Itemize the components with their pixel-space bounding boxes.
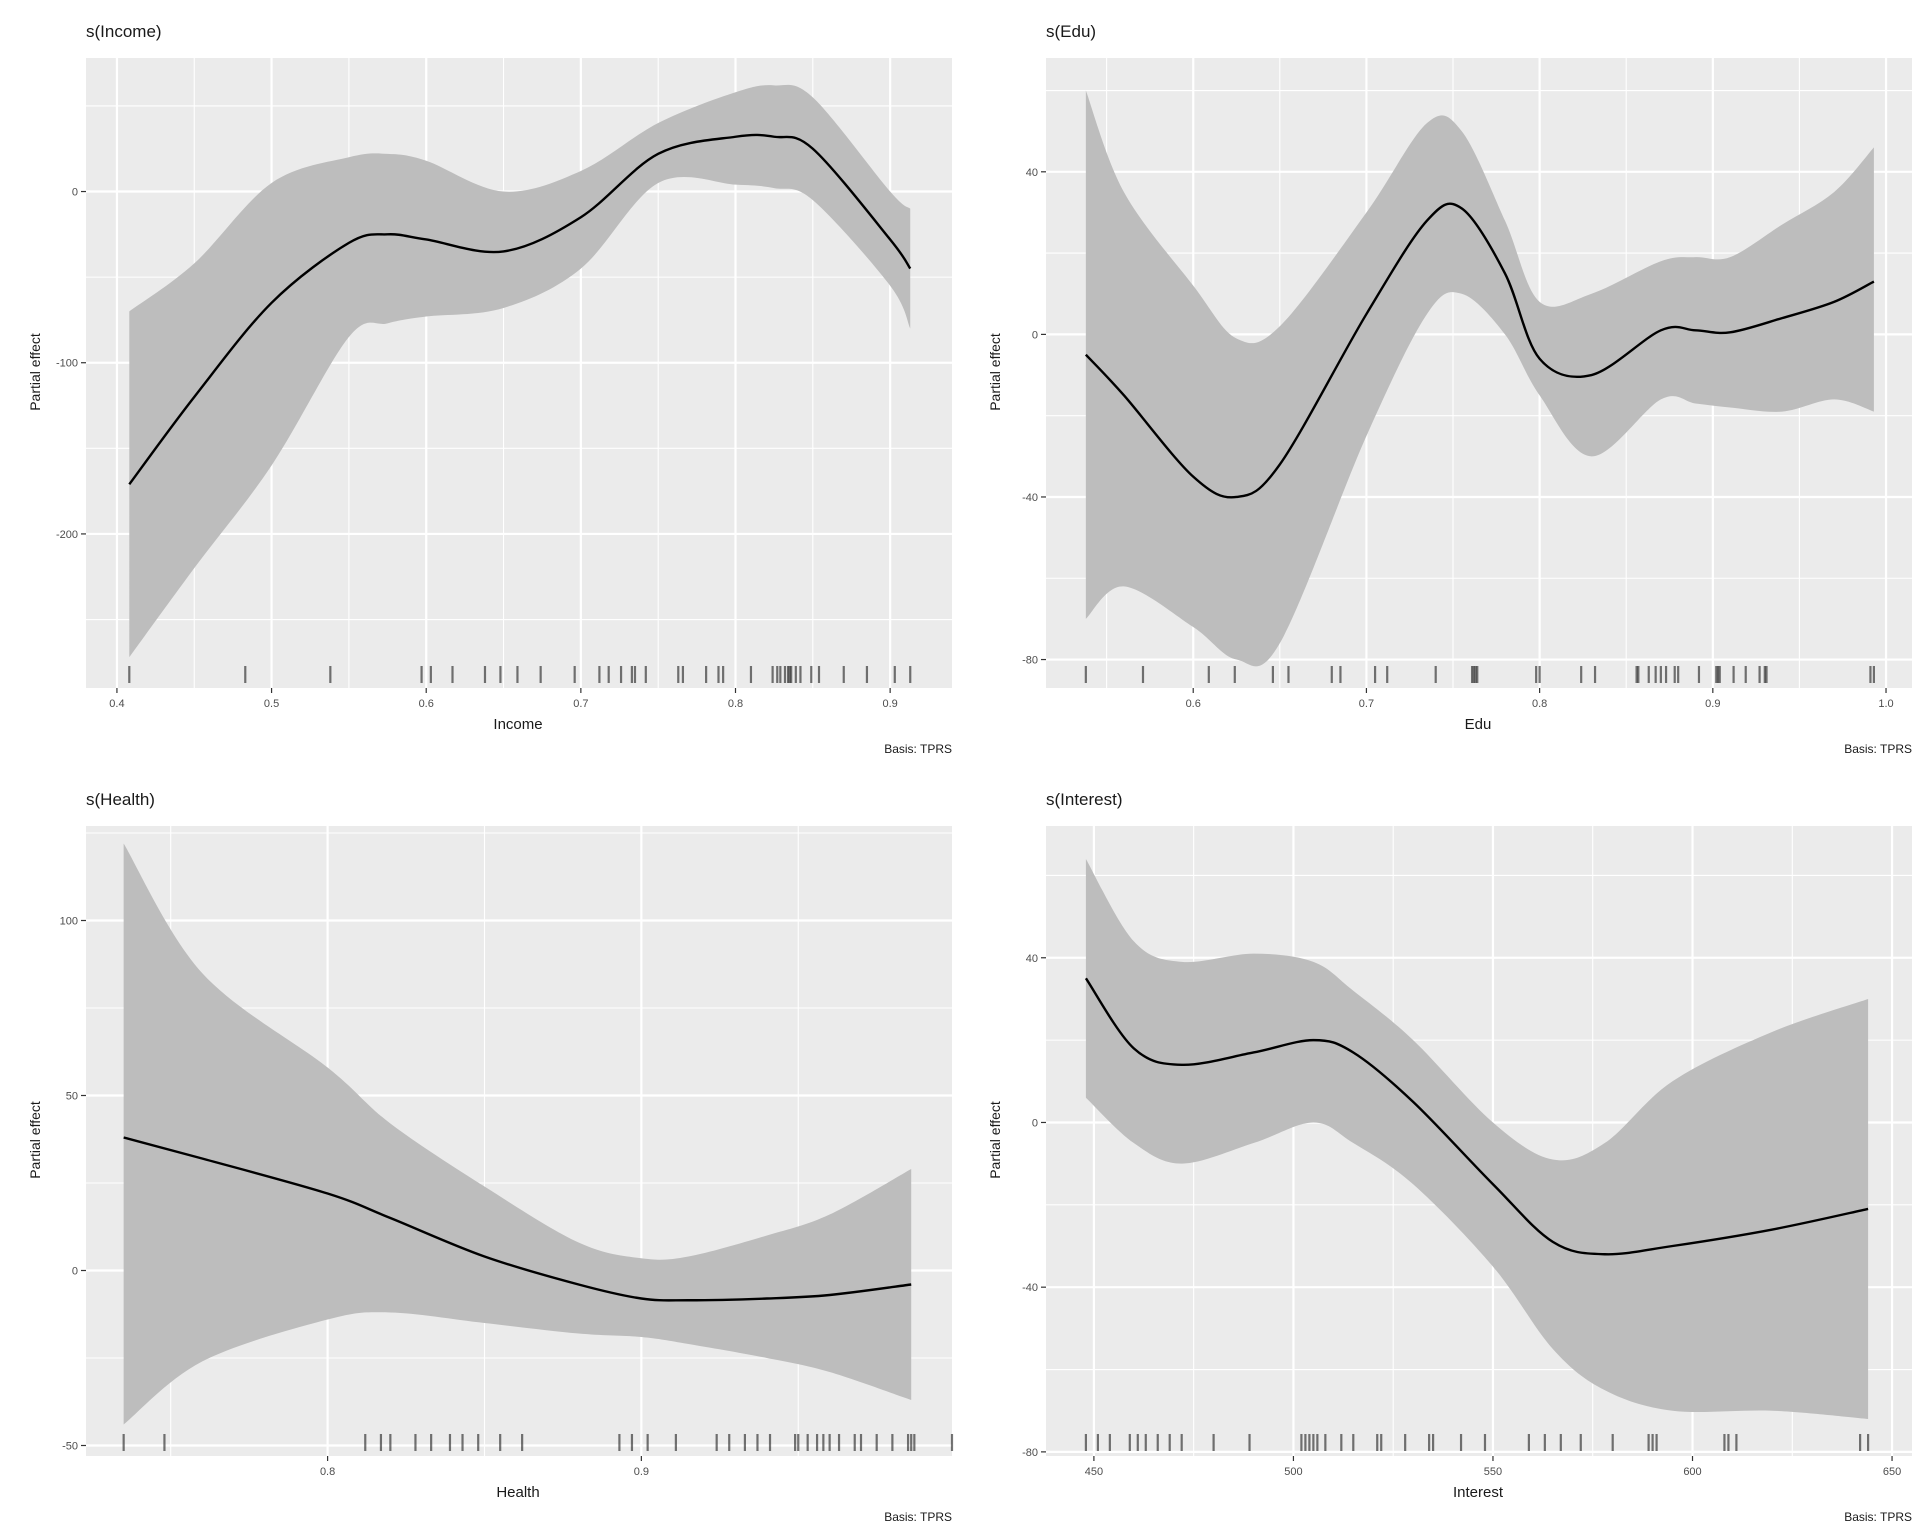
y-axis-label: Partial effect [987, 1101, 1003, 1179]
smooth-fit-line [123, 1136, 912, 1302]
confidence-band [1085, 90, 1874, 667]
interest-smooth-panel: 450 500 550 600 650 -80 -40 0 40 s(Interest) Par… [960, 768, 1920, 1536]
y-tick-label: -80 [1022, 655, 1038, 667]
y-tick-label: 100 [60, 916, 78, 928]
basis-caption: Basis: TPRS [884, 1510, 952, 1524]
x-tick-label: 600 [1683, 1466, 1701, 1478]
x-axis-label: Edu [1464, 716, 1492, 733]
y-tick-label: 0 [72, 1266, 78, 1278]
panel-title: s(Health) [86, 790, 155, 809]
x-tick-label: 0.5 [264, 698, 279, 710]
x-tick-label: 0.8 [728, 698, 743, 710]
y-axis-label: Partial effect [27, 1101, 43, 1179]
y-axis-label: Partial effect [27, 333, 43, 411]
rug [122, 1434, 954, 1451]
edu-plot: 0.6 0.7 0.8 0.9 1.0 -80 -40 0 40 [1022, 58, 1912, 710]
basis-caption: Basis: TPRS [1844, 1510, 1912, 1524]
y-tick-label: 0 [72, 187, 78, 199]
health-smooth-panel: 0.8 0.9 -50 0 50 100 s(Health) Partial effect… [0, 768, 960, 1536]
x-tick-label: 0.7 [1359, 698, 1374, 710]
panel-title: s(Income) [86, 22, 162, 41]
x-tick-label: 0.6 [1186, 698, 1201, 710]
axes: 0.6 0.7 0.8 0.9 1.0 -80 -40 0 40 [1022, 167, 1894, 710]
x-axis-label: Interest [1452, 1484, 1504, 1501]
confidence-band [129, 84, 911, 658]
x-tick-label: 500 [1284, 1466, 1302, 1478]
x-tick-label: 0.9 [882, 698, 897, 710]
edu-smooth-panel: 0.6 0.7 0.8 0.9 1.0 -80 -40 0 40 s(Edu) Partial … [960, 0, 1920, 768]
axes: 450 500 550 600 650 -80 -40 0 40 [1022, 953, 1901, 1478]
y-tick-label: -80 [1022, 1447, 1038, 1459]
rug [128, 666, 912, 683]
x-tick-label: 450 [1085, 1466, 1103, 1478]
x-tick-label: 0.9 [634, 1466, 649, 1478]
y-tick-label: 0 [1032, 1117, 1038, 1129]
x-tick-label: 550 [1484, 1466, 1502, 1478]
basis-caption: Basis: TPRS [1844, 742, 1912, 756]
axes: 0.4 0.5 0.6 0.7 0.8 0.9 -200 -100 0 [56, 187, 898, 710]
x-tick-label: 0.6 [419, 698, 434, 710]
panel-title: s(Interest) [1046, 790, 1123, 809]
rug [1084, 1434, 1870, 1451]
confidence-band [123, 843, 912, 1425]
y-tick-label: -40 [1022, 492, 1038, 504]
y-tick-label: 40 [1026, 953, 1038, 965]
health-plot: 0.8 0.9 -50 0 50 100 [60, 826, 954, 1479]
y-tick-label: 50 [66, 1091, 78, 1103]
panel-title: s(Edu) [1046, 22, 1097, 41]
y-tick-label: 0 [1032, 329, 1038, 341]
x-tick-label: 0.7 [573, 698, 588, 710]
income-plot: 0.4 0.5 0.6 0.7 0.8 0.9 -200 -100 0 [56, 58, 952, 710]
confidence-band [1085, 858, 1869, 1419]
x-tick-label: 0.8 [1532, 698, 1547, 710]
axes: 0.8 0.9 -50 0 50 100 [60, 916, 649, 1479]
smooth-fit-line [1084, 977, 1869, 1256]
basis-caption: Basis: TPRS [884, 742, 952, 756]
x-tick-label: 650 [1883, 1466, 1901, 1478]
y-tick-label: 40 [1026, 167, 1038, 179]
y-tick-label: -100 [56, 358, 78, 370]
y-tick-label: -40 [1022, 1282, 1038, 1294]
interest-plot: 450 500 550 600 650 -80 -40 0 40 [1022, 826, 1912, 1478]
x-tick-label: 1.0 [1878, 698, 1893, 710]
y-axis-label: Partial effect [987, 333, 1003, 411]
smooth-fit-line [1084, 202, 1875, 499]
x-tick-label: 0.4 [109, 698, 124, 710]
y-tick-label: -200 [56, 529, 78, 541]
smooth-fit-line [128, 133, 912, 485]
x-axis-label: Health [496, 1484, 540, 1501]
x-tick-label: 0.8 [320, 1466, 335, 1478]
x-axis-label: Income [493, 716, 543, 733]
rug [1084, 666, 1875, 683]
x-tick-label: 0.9 [1705, 698, 1720, 710]
y-tick-label: -50 [62, 1441, 78, 1453]
income-smooth-panel: 0.4 0.5 0.6 0.7 0.8 0.9 -200 -100 0 s(Income) Pa… [0, 0, 960, 768]
